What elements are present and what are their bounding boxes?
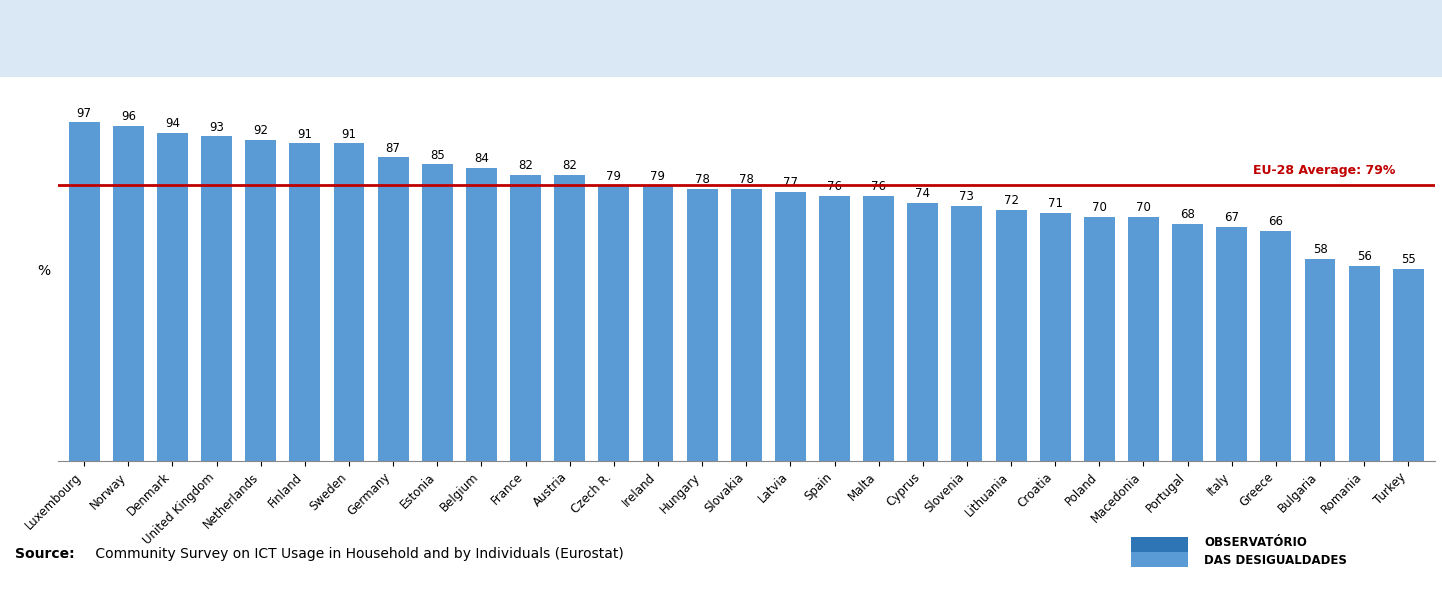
Bar — [200, 137, 232, 461]
Text: 93: 93 — [209, 121, 224, 134]
Bar — [290, 144, 320, 461]
Text: 76: 76 — [871, 180, 887, 193]
Bar — [598, 186, 629, 461]
Bar — [510, 175, 541, 461]
Text: Figure 4.: Figure 4. — [17, 30, 108, 47]
Bar — [1040, 213, 1070, 461]
Bar — [1131, 537, 1188, 567]
Bar — [554, 175, 585, 461]
Text: Internet usage once a week in the EU-28 countries (2016): Internet usage once a week in the EU-28 … — [121, 30, 655, 47]
Text: 74: 74 — [916, 187, 930, 200]
Text: 78: 78 — [695, 173, 709, 186]
Bar — [1348, 265, 1380, 461]
Bar — [686, 189, 718, 461]
Text: 92: 92 — [254, 124, 268, 137]
Bar — [952, 206, 982, 461]
Text: 79: 79 — [606, 170, 622, 183]
Bar — [1131, 552, 1188, 567]
Text: 68: 68 — [1180, 208, 1195, 221]
Bar — [245, 140, 277, 461]
Text: OBSERVATÓRIO: OBSERVATÓRIO — [1204, 535, 1306, 548]
Bar — [423, 164, 453, 461]
Text: 79: 79 — [650, 170, 665, 183]
Bar — [157, 133, 187, 461]
Text: 87: 87 — [385, 142, 401, 155]
Bar — [1305, 259, 1335, 461]
Y-axis label: %: % — [37, 264, 50, 278]
Text: 96: 96 — [121, 110, 136, 123]
Bar — [1260, 230, 1292, 461]
Bar — [1084, 217, 1115, 461]
Bar — [378, 157, 408, 461]
Text: 73: 73 — [959, 190, 975, 203]
Bar — [1172, 223, 1203, 461]
Bar — [333, 144, 365, 461]
Bar — [466, 168, 497, 461]
Text: 94: 94 — [164, 117, 180, 130]
Text: 76: 76 — [828, 180, 842, 193]
Bar — [995, 210, 1027, 461]
Text: 56: 56 — [1357, 250, 1371, 263]
Bar — [643, 186, 673, 461]
Bar — [1393, 269, 1423, 461]
Bar — [1128, 217, 1159, 461]
Text: 66: 66 — [1269, 215, 1283, 228]
Text: 91: 91 — [342, 128, 356, 141]
Text: 70: 70 — [1136, 201, 1151, 214]
Text: 91: 91 — [297, 128, 313, 141]
Text: 70: 70 — [1092, 201, 1107, 214]
Text: 72: 72 — [1004, 194, 1018, 207]
Text: 82: 82 — [562, 159, 577, 172]
Text: 97: 97 — [76, 107, 92, 120]
Text: Source:: Source: — [14, 547, 75, 561]
Text: 82: 82 — [518, 159, 534, 172]
Text: 77: 77 — [783, 177, 797, 190]
Text: 84: 84 — [474, 152, 489, 165]
Bar — [907, 203, 939, 461]
Bar — [69, 122, 99, 461]
Text: 55: 55 — [1402, 254, 1416, 267]
Text: 71: 71 — [1048, 197, 1063, 210]
Text: 58: 58 — [1312, 243, 1328, 256]
Text: Community Survey on ICT Usage in Household and by Individuals (Eurostat): Community Survey on ICT Usage in Househo… — [91, 547, 623, 561]
Text: 78: 78 — [738, 173, 754, 186]
Text: 85: 85 — [430, 148, 444, 161]
Text: 67: 67 — [1224, 212, 1239, 225]
Bar — [1216, 227, 1247, 461]
Bar — [864, 196, 894, 461]
Text: DAS DESIGUALDADES: DAS DESIGUALDADES — [1204, 554, 1347, 567]
Bar — [731, 189, 761, 461]
Bar — [774, 192, 806, 461]
Bar — [819, 196, 849, 461]
Bar — [112, 126, 144, 461]
Text: EU-28 Average: 79%: EU-28 Average: 79% — [1253, 164, 1394, 177]
